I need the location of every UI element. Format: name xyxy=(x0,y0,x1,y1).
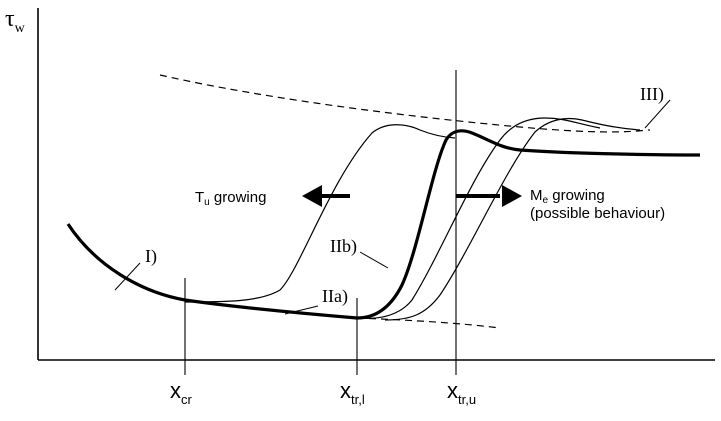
label-IIb: IIb) xyxy=(330,236,357,257)
turbulent-reference-dashed-curve xyxy=(159,74,651,133)
transition-curve-me-growing-a xyxy=(356,117,601,320)
label-IIa: IIa) xyxy=(322,286,348,307)
x-trl-label: xtr,l xyxy=(340,378,365,407)
transition-curve-me-growing-b xyxy=(384,117,641,321)
label-III: III) xyxy=(640,84,664,105)
label-IIa-leader xyxy=(284,305,319,315)
wall-shear-stress-main-curve xyxy=(66,129,701,320)
label-IIb-leader xyxy=(359,251,389,269)
tu-growing-arrow xyxy=(302,185,350,207)
label-I-leader xyxy=(114,262,141,291)
me-growing-arrow xyxy=(456,185,522,207)
x-cr-label: xcr xyxy=(170,378,193,407)
y-axis-label: τw xyxy=(5,6,26,36)
transition-curve-tu-growing xyxy=(184,124,456,303)
x-tru-label: xtr,u xyxy=(447,378,476,407)
label-III-leader xyxy=(644,99,671,129)
me-growing-note: (possible behaviour) xyxy=(530,205,665,222)
label-I: I) xyxy=(145,246,157,267)
tu-growing-label: Tu growing xyxy=(195,189,266,208)
laminar-reference-dashed-curve xyxy=(356,317,501,329)
me-growing-label: Me growing xyxy=(530,187,605,206)
